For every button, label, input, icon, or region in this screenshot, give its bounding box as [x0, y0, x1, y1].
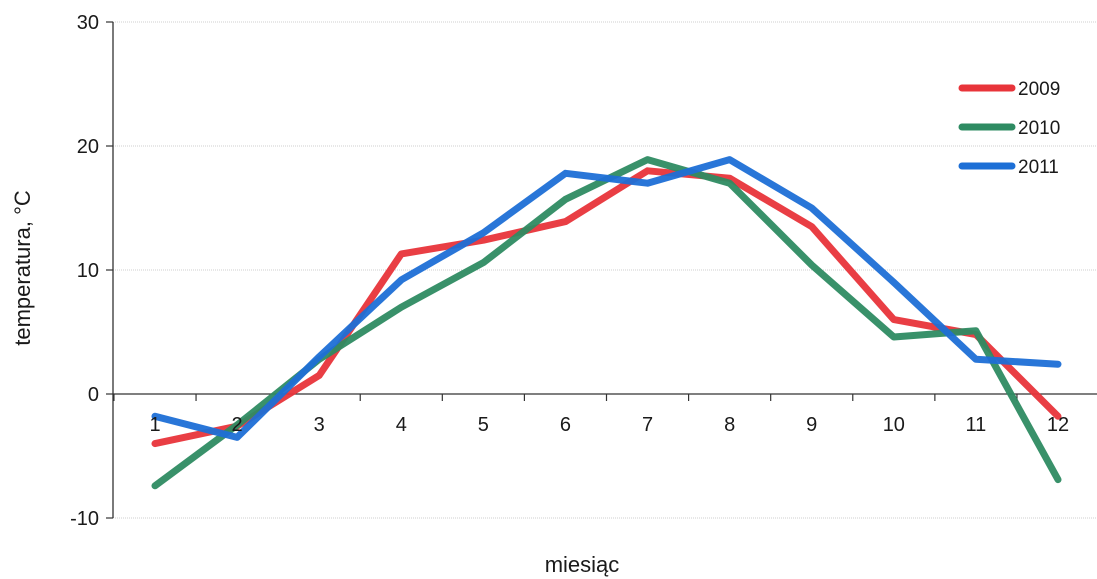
- y-axis-title: temperatura, °C: [10, 190, 35, 346]
- x-tick-label: 4: [396, 414, 407, 436]
- x-tick-label: 7: [642, 414, 653, 436]
- series-line-2009: [151, 167, 1062, 448]
- x-tick-label: 2: [232, 414, 243, 436]
- y-tick-label: -10: [70, 508, 99, 530]
- gridlines: [113, 21, 1097, 519]
- legend-label-2011: 2011: [1018, 157, 1059, 178]
- x-tick-label: 3: [314, 414, 325, 436]
- y-tick-labels: -10 0 10 20 30: [70, 12, 99, 530]
- x-tick-label: 8: [724, 414, 735, 436]
- legend-label-2010: 2010: [1018, 118, 1060, 139]
- x-tick-label: 10: [883, 414, 905, 436]
- x-tick-label: 6: [560, 414, 571, 436]
- series-lines: [151, 156, 1062, 490]
- series-line-2011: [151, 156, 1062, 441]
- y-tick-label: 30: [77, 12, 99, 34]
- y-tick-label: 10: [77, 260, 99, 282]
- legend-label-2009: 2009: [1018, 79, 1060, 100]
- x-tick-label: 9: [806, 414, 817, 436]
- legend: 2009 2010 2011: [958, 79, 1060, 178]
- x-tick-label: 11: [966, 414, 987, 436]
- x-tick-label: 1: [149, 414, 160, 436]
- x-tick-label: 5: [478, 414, 489, 436]
- x-tick-labels: 1 2 3 4 5 6 7 8 9 10 11 12: [149, 414, 1069, 436]
- y-tick-label: 0: [88, 384, 99, 406]
- y-tick-label: 20: [77, 136, 99, 158]
- x-tick-label: 12: [1047, 414, 1069, 436]
- x-axis-title: miesiąc: [545, 552, 620, 577]
